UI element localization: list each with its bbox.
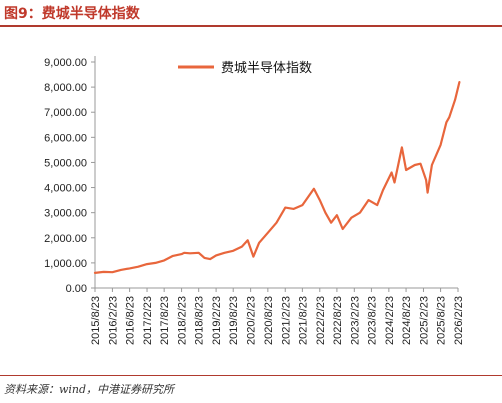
y-tick-label: 6,000.00: [44, 132, 87, 144]
x-tick-label: 2023/8/23: [366, 296, 378, 345]
x-tick-label: 2020/2/23: [246, 296, 258, 345]
y-tick-label: 3,000.00: [44, 208, 87, 220]
x-tick-label: 2017/8/23: [159, 296, 171, 345]
x-tick-label: 2023/2/23: [349, 296, 361, 345]
y-tick-label: 0.00: [66, 283, 87, 295]
title-divider: [0, 25, 502, 27]
y-tick-label: 1,000.00: [44, 258, 87, 270]
series-line: [93, 80, 461, 274]
x-tick-label: 2019/8/23: [228, 296, 240, 345]
line-chart: 0.00 1,000.00 2,000.00 3,000.00 4,000.00 5,00…: [44, 56, 465, 345]
x-tick-label: 2021/2/23: [280, 296, 292, 345]
y-axis: 0.00 1,000.00 2,000.00 3,000.00 4,000.00 5,00…: [44, 56, 96, 295]
y-tick-label: 7,000.00: [44, 107, 87, 119]
x-tick-label: 2018/8/23: [194, 296, 206, 345]
x-tick-label: 2015/8/23: [90, 296, 102, 345]
x-tick-label: 2017/2/23: [142, 296, 154, 345]
x-tick-label: 2022/2/23: [315, 296, 327, 345]
y-tick-label: 8,000.00: [44, 82, 87, 94]
x-tick-label: 2025/2/23: [418, 296, 430, 345]
x-tick-label: 2024/8/23: [401, 296, 413, 345]
legend: 费城半导体指数: [178, 61, 312, 76]
y-tick-label: 5,000.00: [44, 157, 87, 169]
legend-label: 费城半导体指数: [221, 61, 312, 76]
y-tick-label: 9,000.00: [44, 57, 87, 69]
x-tick-label: 2020/8/23: [263, 296, 275, 345]
figure-title: 图9：费城半导体指数: [4, 6, 140, 22]
x-tick-label: 2024/2/23: [384, 296, 396, 345]
y-tick-label: 2,000.00: [44, 233, 87, 245]
x-tick-label: 2016/8/23: [125, 296, 137, 345]
x-tick-label: 2016/2/23: [107, 296, 119, 345]
source-divider: [0, 375, 502, 376]
series-layer: [93, 80, 461, 274]
x-tick-label: 2021/8/23: [297, 296, 309, 345]
source-note: 资料来源：wind，中港证券研究所: [4, 383, 175, 396]
x-tick-label: 2019/2/23: [211, 296, 223, 345]
y-tick-label: 4,000.00: [44, 183, 87, 195]
x-tick-label: 2025/8/23: [436, 296, 448, 345]
x-tick-label: 2018/2/23: [177, 296, 189, 345]
x-tick-label: 2022/8/23: [332, 296, 344, 345]
x-axis: 2015/8/23 2016/2/23 2016/8/23 2017/2/23 2017…: [90, 287, 465, 345]
x-tick-label: 2026/2/23: [453, 296, 465, 345]
